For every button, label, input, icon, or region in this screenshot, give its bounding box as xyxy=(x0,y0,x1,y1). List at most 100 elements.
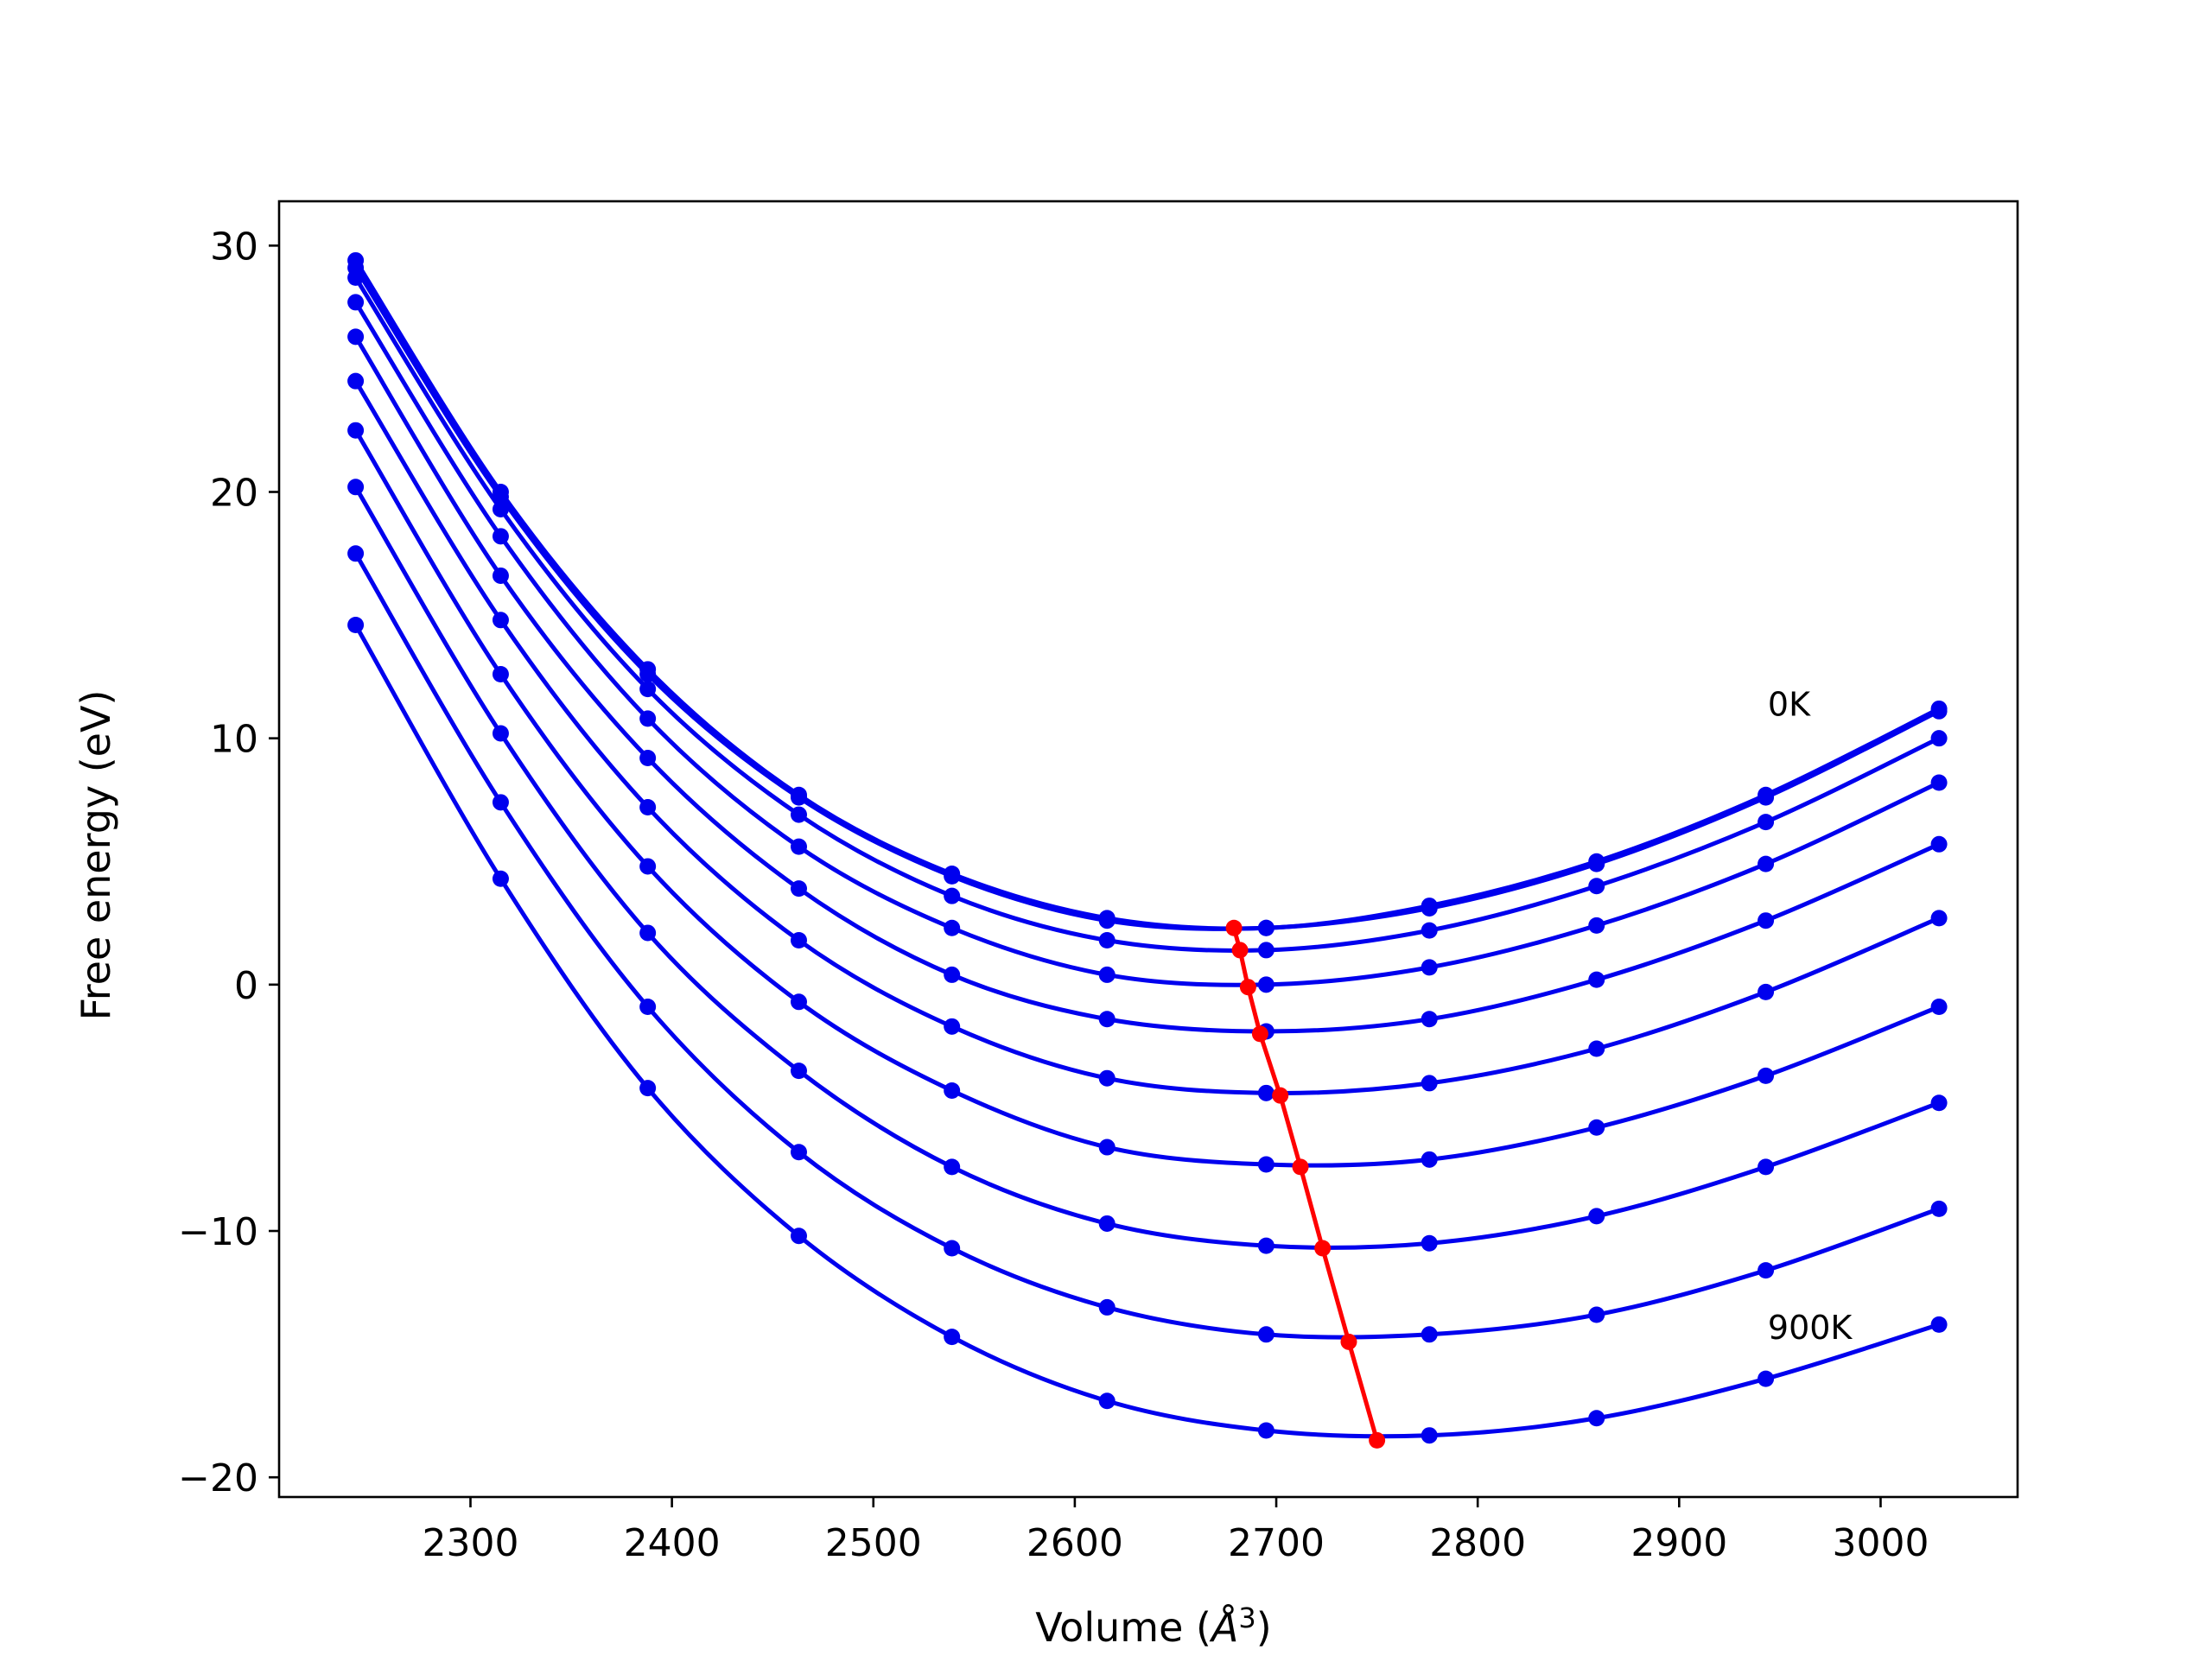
series-2-point-9 xyxy=(1758,814,1775,831)
series-2-point-10 xyxy=(1930,730,1948,747)
series-6-point-6 xyxy=(1257,1156,1274,1173)
series-line-9 xyxy=(353,624,1940,1439)
series-2-point-2 xyxy=(639,681,657,698)
series-3-point-9 xyxy=(1758,855,1775,872)
series-1-point-7 xyxy=(1421,899,1438,917)
series-line-5 xyxy=(353,379,1941,1095)
series-5-point-3 xyxy=(791,932,808,949)
series-1-point-9 xyxy=(1758,789,1775,806)
series-3-point-5 xyxy=(1098,966,1116,983)
series-5-point-5 xyxy=(1098,1069,1116,1087)
series-line-2 xyxy=(353,276,1941,953)
series-9-point-1 xyxy=(492,870,509,887)
series-7-point-6 xyxy=(1257,1237,1274,1254)
series-9-point-3 xyxy=(791,1227,808,1245)
series-1-point-6 xyxy=(1257,919,1274,936)
series-2-point-7 xyxy=(1421,922,1438,939)
series-8-point-9 xyxy=(1758,1262,1775,1279)
y-tick-label: 30 xyxy=(210,225,258,269)
series-9-point-4 xyxy=(944,1329,961,1346)
series-layer xyxy=(347,251,1948,1444)
series-8-point-5 xyxy=(1098,1298,1116,1316)
series-5-point-2 xyxy=(639,799,657,816)
series-7-point-8 xyxy=(1588,1208,1605,1225)
series-4-point-4 xyxy=(944,966,961,983)
minima-point-2 xyxy=(1239,979,1256,996)
labels-layer: Volume (Å3) Free energy (eV) xyxy=(73,690,1272,1651)
x-tick-label: 3000 xyxy=(1832,1521,1929,1565)
series-3-point-6 xyxy=(1257,976,1274,993)
series-8-point-1 xyxy=(492,794,509,811)
x-tick-label: 2300 xyxy=(422,1521,518,1565)
x-tick-label: 2600 xyxy=(1027,1521,1123,1565)
series-4-point-9 xyxy=(1758,912,1775,929)
series-2-point-3 xyxy=(791,806,808,823)
series-3-point-8 xyxy=(1588,917,1605,934)
series-2-point-8 xyxy=(1588,878,1605,895)
series-5-point-6 xyxy=(1257,1084,1274,1101)
minima-point-8 xyxy=(1369,1431,1386,1449)
series-1-point-3 xyxy=(791,789,808,806)
series-line-3 xyxy=(353,301,1941,987)
series-line-1 xyxy=(353,266,1941,931)
series-5-point-10 xyxy=(1930,910,1948,927)
x-tick-label: 2700 xyxy=(1228,1521,1325,1565)
series-7-point-4 xyxy=(944,1158,961,1176)
minima-layer xyxy=(1225,919,1386,1449)
series-5-point-9 xyxy=(1758,983,1775,1000)
minima-point-1 xyxy=(1231,942,1249,959)
series-1-point-10 xyxy=(1930,702,1948,720)
axes-layer xyxy=(277,200,2019,1499)
series-7-point-7 xyxy=(1421,1234,1438,1252)
series-6-point-2 xyxy=(639,858,657,875)
series-2-point-1 xyxy=(492,500,509,517)
x-tick-label: 2800 xyxy=(1429,1521,1526,1565)
series-5-point-8 xyxy=(1588,1040,1605,1057)
series-line-7 xyxy=(353,485,1940,1250)
series-3-point-2 xyxy=(639,710,657,727)
series-3-point-4 xyxy=(944,919,961,936)
series-8-point-3 xyxy=(791,1144,808,1161)
series-7-point-2 xyxy=(639,924,657,942)
series-5-point-1 xyxy=(492,612,509,629)
series-9-point-10 xyxy=(1930,1316,1948,1333)
minima-point-0 xyxy=(1225,919,1243,936)
series-2-point-5 xyxy=(1098,932,1116,949)
y-tick-label: 0 xyxy=(234,964,258,1008)
series-3-point-7 xyxy=(1421,959,1438,976)
annotation-layer: 0K 900K xyxy=(1768,686,1853,1347)
series-5-point-4 xyxy=(944,1018,961,1035)
series-1-point-4 xyxy=(944,867,961,885)
series-line-4 xyxy=(353,335,1941,1034)
series-3-point-1 xyxy=(492,528,509,545)
plot-frame xyxy=(277,200,2019,1499)
series-7-point-0 xyxy=(347,479,365,496)
series-6-point-8 xyxy=(1588,1119,1605,1136)
x-tick-label: 2500 xyxy=(825,1521,922,1565)
series-4-point-3 xyxy=(791,880,808,898)
series-4-point-0 xyxy=(347,328,365,346)
series-1-point-5 xyxy=(1098,912,1116,929)
series-8-point-4 xyxy=(944,1240,961,1257)
series-line-6 xyxy=(353,428,1941,1168)
y-tick-label: 10 xyxy=(210,718,258,762)
series-4-point-2 xyxy=(639,749,657,766)
y-tick-label: −20 xyxy=(178,1456,258,1500)
series-8-point-8 xyxy=(1588,1306,1605,1323)
series-7-point-5 xyxy=(1098,1215,1116,1232)
x-axis-title-unit: Å xyxy=(1209,1604,1238,1651)
series-9-point-0 xyxy=(347,616,365,633)
series-9-point-8 xyxy=(1588,1410,1605,1427)
y-axis-title: Free energy (eV) xyxy=(73,690,119,1021)
series-8-point-2 xyxy=(639,999,657,1016)
x-tick-label: 2900 xyxy=(1630,1521,1727,1565)
x-axis-title: Volume (Å3) xyxy=(1035,1602,1271,1651)
series-line-0 xyxy=(353,259,1941,931)
series-3-point-0 xyxy=(347,294,365,311)
x-tick-label: 2400 xyxy=(624,1521,721,1565)
series-7-point-10 xyxy=(1930,1094,1948,1112)
series-9-point-9 xyxy=(1758,1370,1775,1387)
minima-point-7 xyxy=(1340,1333,1357,1350)
annotation-label: 900K xyxy=(1768,1309,1853,1347)
